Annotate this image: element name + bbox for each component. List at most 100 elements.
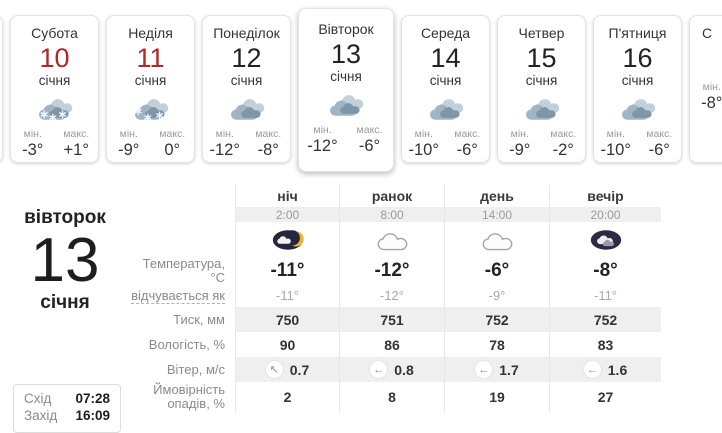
moon-cloud-dark-icon — [549, 222, 661, 257]
day-name: П'ятниця — [608, 25, 667, 41]
min-temp: -9° — [509, 141, 531, 160]
sunrise-sunset-box: Схід 07:28 Захід 16:09 — [13, 384, 121, 433]
feels-like-cell: -11° — [549, 284, 661, 307]
forecast-days-row: Субота 10 січня мін. -3° макс. +1° Неділя … — [0, 0, 722, 178]
selected-month: січня — [40, 292, 90, 314]
day-month: січня — [621, 73, 654, 89]
pressure-cell: 752 — [549, 307, 661, 332]
max-label: макс. — [550, 128, 577, 141]
day-month: січня — [134, 73, 167, 89]
weather-icon-row — [130, 222, 722, 257]
wind-row-label: Вітер, м/с — [166, 361, 225, 377]
precipitation-cell: 8 — [339, 382, 444, 412]
day-card-wednesday-14[interactable]: Середа 14 січня мін. -10° макс. -6° — [401, 15, 490, 163]
wind-cell: ← 1.7 — [444, 357, 549, 382]
time-cell: 14:00 — [444, 207, 549, 222]
wind-speed: 1.6 — [607, 361, 628, 378]
max-label: макс. — [159, 128, 186, 141]
min-temp: -12° — [307, 137, 338, 156]
snow-cloud-icon — [11, 94, 98, 124]
min-max: мін. -12° макс. -6° — [299, 124, 393, 156]
selected-day-number: 13 — [30, 226, 100, 295]
min-temp: -3° — [22, 141, 44, 160]
wind-direction-arrow-icon: ← — [370, 361, 388, 378]
day-card-tuesday-13-selected[interactable]: Вівторок 13 січня мін. -12° макс. -6° — [298, 8, 394, 172]
day-date: 14 — [430, 43, 461, 73]
cloud-icon — [690, 47, 722, 77]
wind-cell: ← 0.8 — [339, 357, 444, 382]
min-max: мін. -12° макс. -8° — [203, 128, 290, 160]
temperature-row: Температура, °C -11° -12° -6° -8° — [130, 257, 722, 285]
precipitation-cell: 27 — [549, 382, 661, 412]
day-card-friday-16[interactable]: П'ятниця 16 січня мін. -10° макс. -6° — [593, 15, 682, 163]
day-part-evening: вечір — [549, 185, 661, 207]
max-label: макс. — [63, 128, 90, 141]
cloud-icon — [594, 94, 681, 124]
day-month: січня — [230, 73, 263, 89]
wind-cell: ← 1.6 — [549, 357, 661, 382]
min-label: мін. — [215, 128, 234, 141]
day-name: Понеділок — [213, 25, 280, 41]
precipitation-cell: 19 — [444, 382, 549, 412]
wind-speed: 0.8 — [394, 361, 414, 378]
min-temp: -10° — [600, 141, 631, 160]
max-temp: -2° — [552, 141, 574, 160]
day-card-partial-left[interactable] — [0, 15, 3, 163]
max-label: макс. — [646, 128, 673, 141]
humidity-cell: 83 — [549, 332, 661, 357]
max-label: макс. — [356, 124, 383, 137]
precipitation-cell: 2 — [235, 382, 339, 412]
max-label: макс. — [454, 128, 481, 141]
min-temp: -8° — [701, 94, 722, 112]
min-max: мін. -9° макс. -2° — [498, 128, 585, 160]
day-date: 10 — [39, 43, 70, 73]
day-part-night: ніч — [235, 185, 339, 207]
max-temp: -8° — [257, 141, 279, 160]
max-temp: +1° — [63, 141, 89, 160]
min-label: мін. — [23, 128, 42, 141]
humidity-cell: 86 — [339, 332, 444, 357]
humidity-cell: 78 — [444, 332, 549, 357]
min-label: мін. — [119, 128, 138, 141]
day-card-thursday-15[interactable]: Четвер 15 січня мін. -9° макс. -2° — [497, 15, 586, 163]
day-name: Середа — [420, 25, 471, 41]
cloud-icon — [299, 90, 393, 120]
humidity-cell: 90 — [235, 332, 339, 357]
cloud-light-icon — [444, 222, 549, 257]
max-temp: -6° — [648, 141, 670, 160]
cloud-icon — [402, 94, 489, 124]
time-row: 2:00 8:00 14:00 20:00 — [130, 207, 722, 222]
day-name: Субота — [31, 25, 78, 41]
day-card-saturday-10[interactable]: Субота 10 січня мін. -3° макс. +1° — [10, 15, 99, 163]
min-temp: -9° — [118, 141, 140, 160]
day-card-sunday-11[interactable]: Неділя 11 січня мін. -9° макс. 0° — [106, 15, 195, 163]
temperature-cell: -6° — [444, 257, 549, 285]
precipitation-row: Ймовірність опадів, % 2 8 19 27 — [130, 382, 722, 412]
selected-weekday: вівторок — [24, 207, 106, 228]
min-label: мін. — [414, 128, 433, 141]
feels-like-label-link[interactable]: відчувається як — [131, 287, 225, 304]
selected-day-detail: вівторок 13 січня Схід 07:28 Захід 16:09… — [0, 185, 722, 433]
cloud-icon — [498, 94, 585, 124]
time-cell: 8:00 — [339, 207, 444, 222]
day-date: 16 — [622, 43, 653, 73]
sunrise-time: 07:28 — [75, 391, 110, 406]
temperature-cell: -8° — [549, 257, 661, 285]
wind-speed: 0.7 — [289, 361, 310, 378]
day-date: 12 — [231, 43, 262, 73]
min-label: мін. — [606, 128, 625, 141]
wind-row: Вітер, м/с ↖ 0.7 ← 0.8 ← 1.7 ← 1.6 — [130, 357, 722, 382]
day-date: 11 — [136, 43, 165, 73]
feels-like-cell: -11° — [235, 284, 339, 307]
day-name: Четвер — [518, 25, 565, 41]
time-cell: 2:00 — [235, 207, 339, 222]
feels-like-cell: -12° — [339, 284, 444, 307]
humidity-row-label: Вологість, % — [148, 336, 225, 352]
day-name: Неділя — [128, 25, 173, 41]
day-month: січня — [330, 69, 362, 85]
day-card-monday-12[interactable]: Понеділок 12 січня мін. -12° макс. -8° — [202, 15, 291, 163]
day-card-partial-right[interactable]: С мін. -8° — [689, 15, 722, 163]
wind-cell: ↖ 0.7 — [235, 357, 339, 382]
day-part-day: день — [444, 185, 549, 207]
precipitation-row-label: Ймовірність опадів, % — [153, 382, 225, 411]
